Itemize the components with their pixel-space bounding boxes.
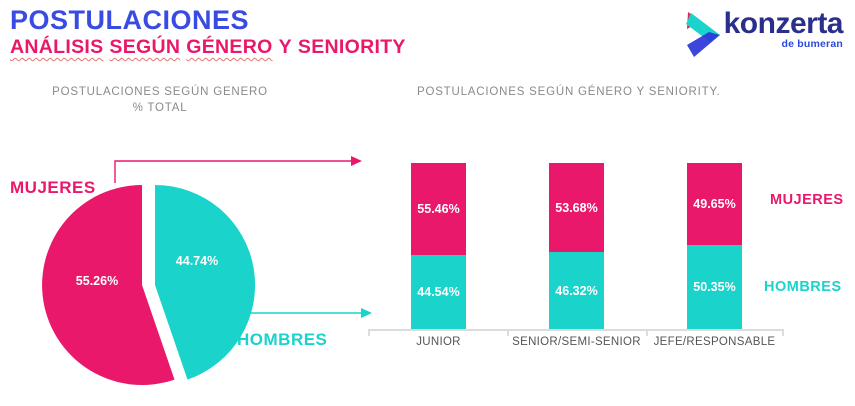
x-axis-line — [368, 329, 783, 331]
axis-tick — [646, 329, 648, 336]
bar-chart-title: POSTULACIONES SEGÚN GÉNERO Y SENIORITY. — [417, 86, 721, 98]
bar-segment-mujeres: 49.65% — [687, 163, 742, 245]
legend-mujeres: MUJERES — [770, 192, 844, 208]
hombres-arrowhead-icon — [361, 308, 372, 318]
page-subtitle: ANÁLISIS SEGÚN GÉNERO Y SENIORITY — [10, 36, 412, 59]
konzerta-chevron-icon — [685, 12, 720, 57]
konzerta-logo: konzerta de bumeran — [684, 7, 844, 60]
legend-hombres: HOMBRES — [764, 279, 842, 295]
pie-chart-title-line2: % TOTAL — [132, 102, 188, 114]
pie-chart-title: POSTULACIONES SEGÚN GENERO % TOTAL — [30, 84, 290, 116]
mujeres-arrowhead-icon — [351, 156, 362, 166]
axis-tick — [507, 329, 509, 336]
pie-value-hombres: 44.74% — [175, 254, 219, 268]
bar-segment-mujeres: 53.68% — [549, 163, 604, 252]
bar-segment-hombres: 46.32% — [549, 252, 604, 329]
bar-value-mujeres: 49.65% — [693, 197, 736, 211]
subtitle-word: SENIORITY — [297, 36, 406, 58]
page-title: POSTULACIONES — [10, 5, 250, 35]
pie-label-hombres: HOMBRES — [237, 330, 328, 349]
stacked-bar-senior-semi-senior: 53.68% 46.32% — [549, 163, 604, 329]
bar-segment-hombres: 44.54% — [411, 255, 466, 329]
category-label: JEFE/RESPONSABLE — [653, 336, 776, 348]
pie-slice-hombres — [155, 184, 256, 380]
pie-value-mujeres: 55.26% — [75, 274, 119, 288]
subtitle-word: SEGÚN — [109, 36, 181, 58]
bar-segment-hombres: 50.35% — [687, 245, 742, 329]
axis-tick — [368, 329, 370, 336]
bar-value-mujeres: 53.68% — [555, 200, 598, 215]
axis-tick — [782, 329, 784, 336]
subtitle-word: ANÁLISIS — [10, 36, 104, 58]
bar-segment-mujeres: 55.46% — [411, 163, 466, 255]
bar-value-hombres: 50.35% — [693, 280, 736, 294]
pie-slice-mujeres — [42, 185, 175, 385]
category-label: SENIOR/SEMI-SENIOR — [512, 336, 641, 348]
stacked-bar-junior: 55.46% 44.54% — [411, 163, 466, 329]
subtitle-word: Y — [278, 36, 292, 58]
pie-chart-title-line1: POSTULACIONES SEGÚN GENERO — [52, 86, 268, 98]
bar-value-hombres: 46.32% — [555, 283, 598, 298]
bar-value-hombres: 44.54% — [417, 285, 460, 299]
logo-tagline: de bumeran — [781, 38, 843, 50]
bar-value-mujeres: 55.46% — [417, 202, 460, 216]
pie-label-mujeres: MUJERES — [10, 178, 96, 197]
subtitle-word: GÉNERO — [186, 36, 273, 58]
stacked-bar-jefe-responsable: 49.65% 50.35% — [687, 163, 742, 329]
pie-chart — [42, 184, 256, 385]
category-label: JUNIOR — [416, 336, 461, 348]
logo-name: konzerta — [723, 7, 844, 40]
